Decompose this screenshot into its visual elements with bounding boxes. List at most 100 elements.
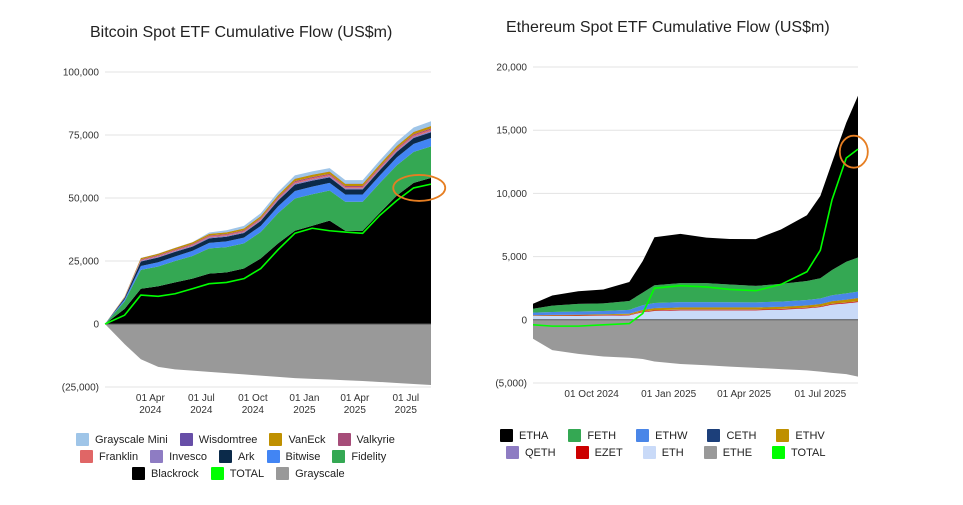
area-invesco: [105, 130, 431, 324]
legend-row: Franklin Invesco Ark Bitwise Fidelity: [80, 450, 398, 463]
legend-swatch: [575, 446, 589, 459]
x-tick-label-year: 2025: [344, 405, 367, 416]
area-ark: [105, 132, 431, 324]
legend-swatch: [276, 467, 290, 480]
legend-label: Valkyrie: [356, 433, 395, 446]
legend-swatch: [76, 433, 89, 446]
y-tick-label: 0: [93, 320, 99, 331]
x-tick-label: 01 Apr: [340, 393, 370, 404]
area-ethe-outflow: [533, 319, 858, 377]
legend-item-wisdomtree: Wisdomtree: [179, 433, 257, 446]
legend-swatch: [132, 467, 145, 480]
legend-swatch: [707, 429, 721, 442]
legend-item-qeth: QETH: [506, 446, 556, 459]
area-blackrock: [105, 177, 431, 324]
legend-label: Invesco: [169, 450, 208, 463]
legend-row: QETH EZET ETH ETHE TOTAL: [506, 446, 845, 459]
area-ethv: [533, 298, 858, 316]
legend-swatch: [772, 446, 786, 459]
area-valkyrie: [105, 128, 431, 324]
legend-label: ETHV: [795, 429, 825, 442]
legend-swatch: [500, 429, 513, 442]
legend-item-grayscale: Grayscale: [276, 467, 345, 480]
ethereum-chart-plot: 20,000 15,000 10,000 5,000 0 (5,000) 01 Oct 20…: [495, 63, 869, 400]
legend-row: ETHA FETH ETHW CETH ETHV: [500, 429, 845, 442]
legend-swatch: [636, 429, 650, 442]
y-tick-label: 20,000: [496, 63, 527, 74]
legend-label: VanEck: [288, 433, 326, 446]
legend-row: Grayscale Mini Wisdomtree VanEck Valkyrie: [76, 433, 407, 446]
area-grayscale-mini: [105, 121, 431, 324]
y-tick-label: 0: [521, 315, 527, 326]
bitcoin-chart-plot: 100,000 75,000 50,000 25,000 0 (25,000) 01 Apr…: [62, 68, 447, 416]
x-tick-label-year: 2024: [139, 405, 162, 416]
legend-item-fidelity: Fidelity: [332, 450, 386, 463]
area-bitwise: [105, 138, 431, 324]
x-tick-label: 01 Oct 2024: [564, 389, 619, 400]
legend-item-feth: FETH: [568, 429, 616, 442]
y-tick-label: 50,000: [68, 194, 99, 205]
legend-swatch: [337, 433, 351, 446]
legend-label: ETH: [661, 446, 684, 459]
legend-item-franklin: Franklin: [80, 450, 138, 463]
y-tick-label: 100,000: [63, 68, 100, 79]
legend-label: ETHE: [722, 446, 753, 459]
legend-item-ethv: ETHV: [776, 429, 825, 442]
legend-item-ezet: EZET: [575, 446, 623, 459]
y-tick-label: (25,000): [62, 383, 99, 394]
total-line: [532, 148, 859, 327]
legend-label: CETH: [726, 429, 757, 442]
legend-item-ethw: ETHW: [636, 429, 687, 442]
legend-swatch: [150, 450, 164, 463]
legend-row: Blackrock TOTAL Grayscale: [132, 467, 357, 480]
legend-label: TOTAL: [229, 467, 265, 480]
legend-item-eth: ETH: [642, 446, 684, 459]
x-tick-label-year: 2025: [395, 405, 418, 416]
legend-swatch: [179, 433, 193, 446]
legend-swatch: [269, 433, 283, 446]
legend-label: ETHA: [519, 429, 549, 442]
legend-label: Fidelity: [351, 450, 387, 463]
x-tick-label: 01 Jan 2025: [641, 389, 696, 400]
legend-item-valkyrie: Valkyrie: [337, 433, 395, 446]
area-feth: [533, 257, 858, 313]
legend-swatch: [266, 450, 280, 463]
legend-label: TOTAL: [791, 446, 826, 459]
highlight-circle: [838, 134, 869, 169]
bitcoin-etf-chart-panel: Bitcoin Spot ETF Cumulative Flow (US$m) …: [0, 0, 480, 505]
total-line: [104, 183, 432, 325]
legend-item-vaneck: VanEck: [269, 433, 326, 446]
x-tick-label: 01 Oct: [238, 393, 268, 404]
legend-item-etha: ETHA: [500, 429, 548, 442]
legend-label: QETH: [525, 446, 556, 459]
y-tick-label: (5,000): [495, 379, 527, 390]
ethereum-etf-chart-panel: Ethereum Spot ETF Cumulative Flow (US$m)…: [480, 0, 963, 505]
y-tick-label: 15,000: [496, 126, 527, 137]
x-tick-label-year: 2024: [242, 405, 265, 416]
area-etha: [533, 95, 858, 309]
x-tick-label: 01 Jan: [289, 393, 319, 404]
legend-swatch: [210, 467, 224, 480]
highlight-circle: [392, 174, 447, 202]
bitcoin-chart-title: Bitcoin Spot ETF Cumulative Flow (US$m): [90, 24, 393, 41]
y-tick-label: 25,000: [68, 257, 99, 268]
x-tick-label: 01 Jul: [188, 393, 215, 404]
legend-label: FETH: [587, 429, 617, 442]
legend-item-total: TOTAL: [210, 467, 265, 480]
legend-item-ark: Ark: [219, 450, 255, 463]
legend-label: Blackrock: [151, 467, 199, 480]
area-vaneck: [105, 126, 431, 324]
legend-swatch: [80, 450, 93, 463]
legend-item-total: TOTAL: [772, 446, 825, 459]
legend-label: Grayscale Mini: [95, 433, 168, 446]
legend-label: Bitwise: [285, 450, 321, 463]
area-fidelity: [105, 146, 431, 324]
legend-item-grayscale-mini: Grayscale Mini: [76, 433, 168, 446]
legend-swatch: [332, 450, 346, 463]
area-franklin: [105, 129, 431, 324]
legend-swatch: [776, 429, 790, 442]
legend-swatch: [642, 446, 656, 459]
legend-swatch: [219, 450, 233, 463]
x-tick-label: 01 Apr: [136, 393, 166, 404]
legend-label: ETHW: [655, 429, 688, 442]
